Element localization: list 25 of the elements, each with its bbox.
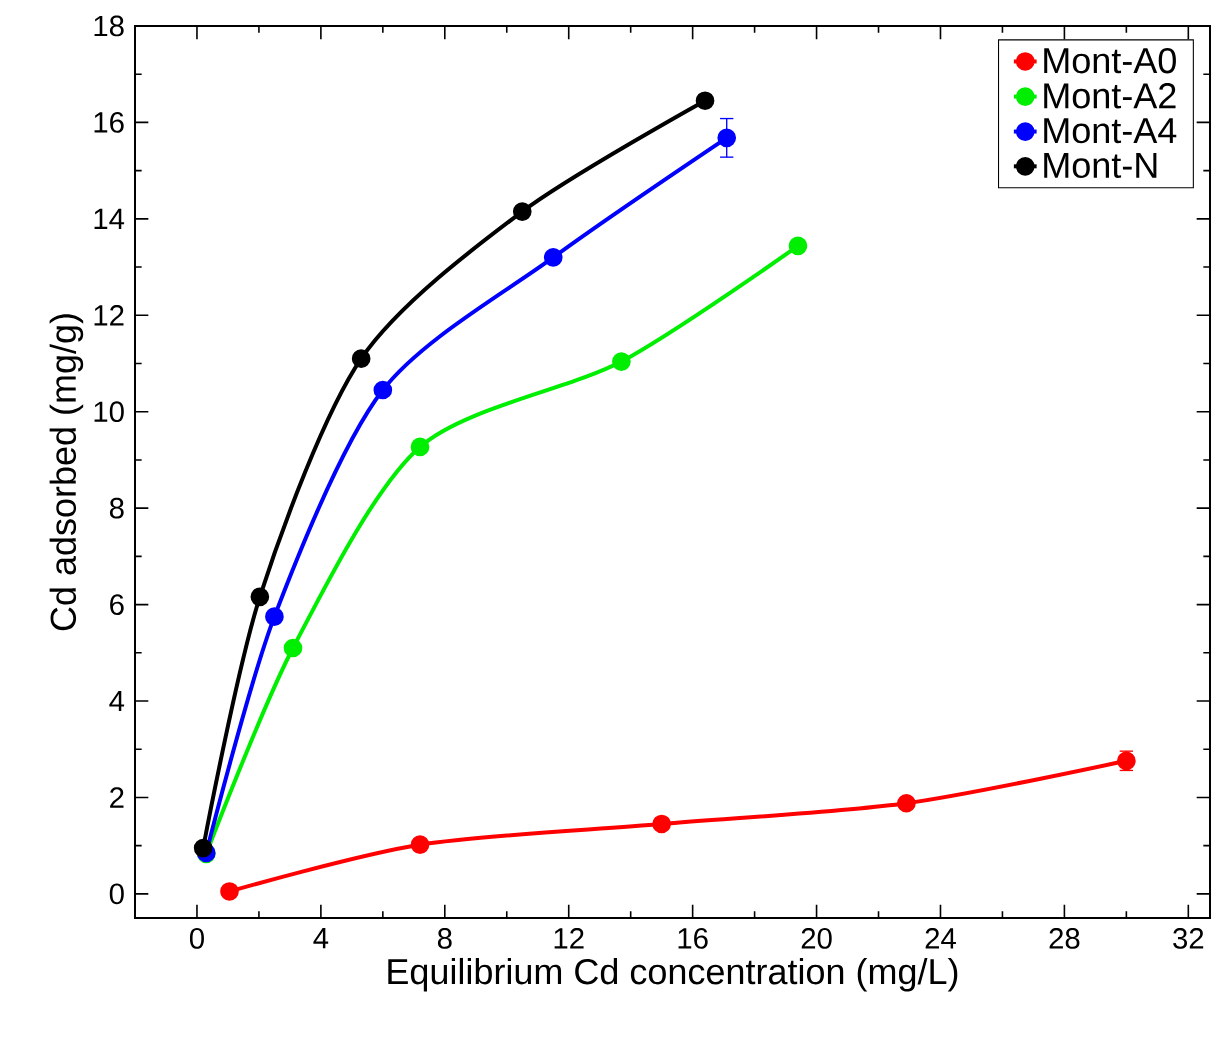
legend-label: Mont-A2 bbox=[1044, 83, 1176, 109]
y-tick-label: 2 bbox=[110, 787, 124, 808]
y-tick-label: 12 bbox=[94, 305, 124, 326]
x-axis-title: Equilibrium Cd concentration (mg/L) bbox=[388, 957, 958, 992]
y-tick-label: 16 bbox=[94, 112, 124, 133]
legend-label: Mont-A0 bbox=[1044, 47, 1176, 74]
x-tick-label: 12 bbox=[554, 928, 584, 949]
y-tick-label: 8 bbox=[109, 497, 124, 519]
y-tick-label: 4 bbox=[109, 690, 125, 712]
x-tick-label: 20 bbox=[801, 928, 832, 949]
y-tick-label: 0 bbox=[109, 883, 124, 905]
y-tick-label: 14 bbox=[94, 208, 125, 229]
x-tick-label: 24 bbox=[925, 928, 956, 949]
y-tick-label: 10 bbox=[94, 401, 124, 423]
y-axis-title: Cd adsorbed (mg/g) bbox=[49, 314, 84, 631]
y-tick-label: 18 bbox=[94, 15, 124, 37]
x-tick-label: 4 bbox=[313, 928, 329, 949]
x-tick-label: 32 bbox=[1173, 928, 1204, 949]
legend-label: Mont-N bbox=[1044, 152, 1157, 179]
x-tick-label: 0 bbox=[189, 928, 204, 949]
x-tick-label: 8 bbox=[437, 928, 452, 949]
x-tick-label: 28 bbox=[1049, 928, 1080, 949]
y-tick-label: 6 bbox=[110, 594, 124, 615]
legend-label: Mont-A4 bbox=[1044, 118, 1177, 144]
x-tick-label: 16 bbox=[678, 928, 708, 949]
